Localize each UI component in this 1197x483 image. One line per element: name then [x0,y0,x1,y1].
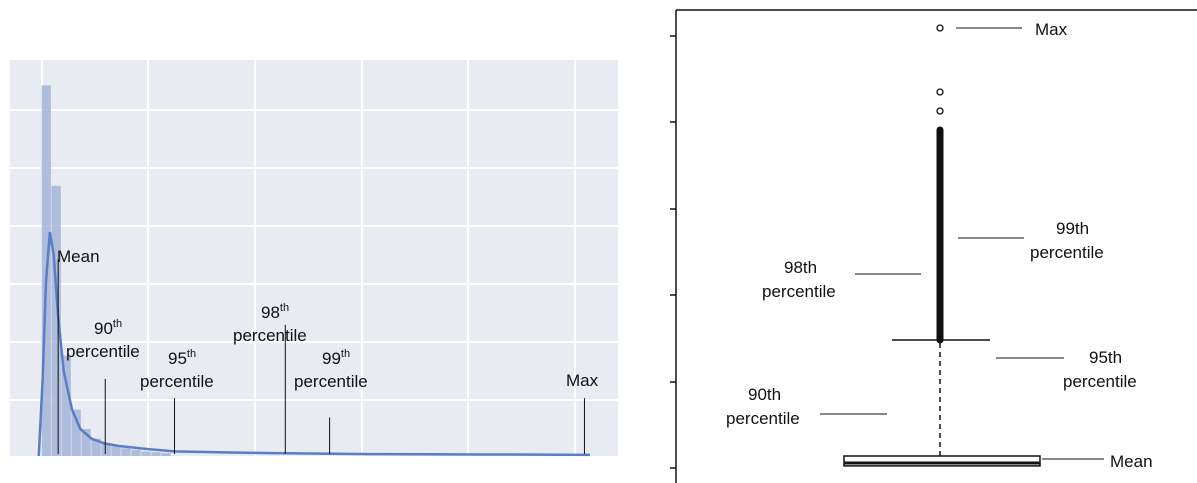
annotation-label-p90: 90th [748,385,781,404]
annotation-label-max: Max [566,371,599,390]
annotation-label-p99-line2: percentile [1030,243,1104,262]
histogram-bar [151,452,161,456]
annotation-label-p98-line2: percentile [233,326,307,345]
histogram-bar [141,451,151,456]
histogram-bar [101,443,111,456]
histogram-bar [121,448,131,456]
annotation-label-mean: Mean [57,247,100,266]
boxplot-chart: Max 99th percentile 98th percentile 95th perce… [670,9,1197,483]
histogram-bar [81,428,91,456]
histogram-bar [161,452,171,456]
annotation-label-p95: 95th [168,348,196,368]
outlier-point [936,24,944,32]
annotation-label-p90: 90th [94,318,122,338]
annotation-label-p98: 98th [261,302,289,322]
histogram-bar [51,185,61,457]
annotation-label-max: Max [1035,20,1068,39]
outlier-point [936,88,944,96]
histogram-bar [131,449,141,456]
histogram-chart: Mean 90th percentile 95th percentile 98th perc… [10,60,618,457]
outlier-point [936,107,944,115]
annotation-label-p98: 98th [784,258,817,277]
annotation-label-p98-line2: percentile [762,282,836,301]
annotation-label-p99: 99th [322,348,350,368]
annotation-label-p95-line2: percentile [140,372,214,391]
annotation-label-p90-line2: percentile [66,342,140,361]
annotation-label-p99: 99th [1056,219,1089,238]
annotation-label-p95-line2: percentile [1063,372,1137,391]
histogram-bar [111,446,121,456]
histogram-bar [61,355,71,456]
histogram-bar [91,438,101,456]
annotation-label-p95: 95th [1089,348,1122,367]
annotation-label-mean: Mean [1110,452,1153,471]
plot-background [10,60,618,456]
histogram-bar [71,409,81,456]
annotation-label-p90-line2: percentile [726,409,800,428]
box [843,455,1041,467]
annotation-label-p99-line2: percentile [294,372,368,391]
